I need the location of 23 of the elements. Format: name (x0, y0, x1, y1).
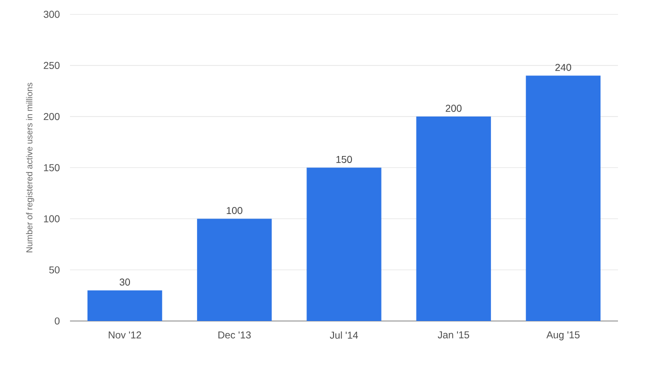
y-tick-label: 150 (44, 164, 60, 172)
y-tick-label: 200 (44, 113, 60, 120)
y-tick-label: 300 (44, 10, 60, 18)
bar (197, 218, 272, 321)
y-tick-label: 250 (44, 62, 60, 69)
data-label: 240 (555, 64, 572, 71)
bar (416, 116, 491, 321)
y-tick-label: 0 (54, 317, 60, 325)
y-axis-title: Number of registered active users in millions (26, 82, 34, 252)
bar (87, 290, 162, 321)
data-label: 100 (226, 206, 242, 214)
y-tick-label: 50 (49, 266, 60, 274)
bar (526, 76, 601, 321)
x-tick-label: Jul '14 (330, 331, 358, 339)
x-tick-label: Jan '15 (438, 331, 470, 338)
x-tick-label: Dec '13 (218, 331, 251, 338)
data-label: 200 (446, 104, 462, 112)
y-tick-label: 100 (44, 215, 60, 222)
x-tick-label: Aug '15 (546, 331, 580, 340)
data-label: 30 (120, 278, 130, 286)
data-label: 150 (336, 156, 352, 163)
bar (306, 168, 382, 321)
x-tick-label: Nov '12 (108, 331, 142, 338)
